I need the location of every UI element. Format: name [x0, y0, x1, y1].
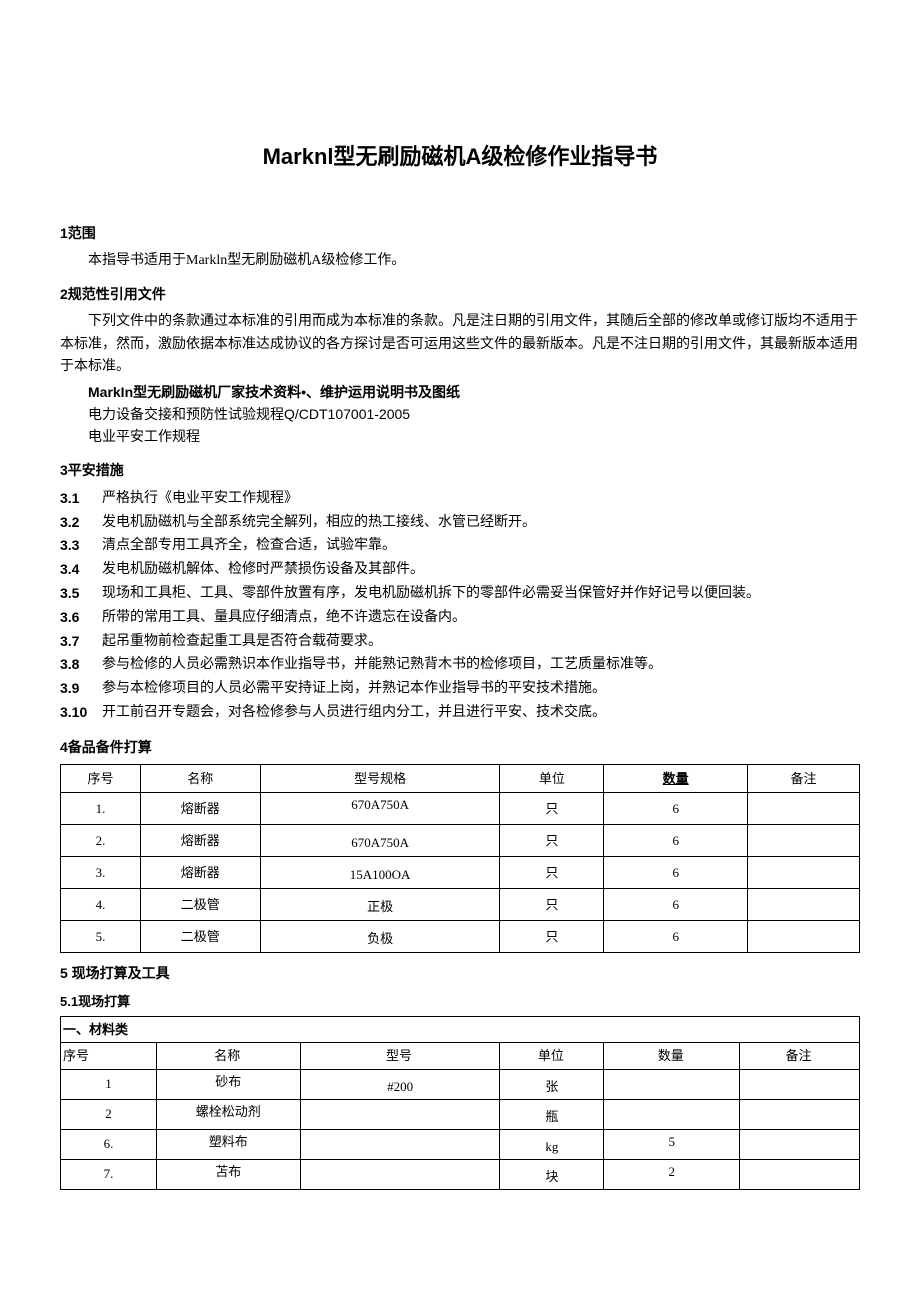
item-3-9: 3.9参与本检修项目的人员必需平安持证上岗，并熟记本作业指导书的平安技术措施。 [60, 677, 860, 701]
col-name: 名称 [156, 1043, 300, 1070]
table-row: 1 砂布 #200 张 [61, 1069, 860, 1099]
col-remark: 备注 [740, 1043, 860, 1070]
document-title: Marknl型无刷励磁机A级检修作业指导书 [60, 140, 860, 173]
category-label: 一、材料类 [61, 1016, 860, 1043]
col-qty: 数量 [604, 764, 748, 793]
item-3-3: 3.3清点全部专用工具齐全，检查合适，试验牢靠。 [60, 534, 860, 558]
item-3-10: 3.10开工前召开专题会，对各检修参与人员进行组内分工，并且进行平安、技术交底。 [60, 701, 860, 725]
table-row: 6. 塑料布 kg 5 [61, 1129, 860, 1159]
col-model: 型号规格 [260, 764, 500, 793]
materials-table: 一、材料类 序号 名称 型号 单位 数量 备注 1 砂布 #200 张 2 螺栓… [60, 1016, 860, 1190]
item-3-1: 3.1严格执行《电业平安工作规程》 [60, 487, 860, 511]
section-3-heading: 3平安措施 [60, 460, 860, 481]
table-row: 4. 二极管 正极 只 6 [61, 889, 860, 921]
section-1-body: 本指导书适用于Markln型无刷励磁机A级检修工作。 [60, 250, 860, 272]
category-row: 一、材料类 [61, 1016, 860, 1043]
item-3-7: 3.7起吊重物前检查起重工具是否符合载荷要求。 [60, 630, 860, 654]
table-row: 2 螺栓松动剂 瓶 [61, 1099, 860, 1129]
section-5-heading: 5 现场打算及工具 [60, 963, 860, 984]
item-3-2: 3.2发电机励磁机与全部系统完全解列，相应的热工接线、水管已经断开。 [60, 511, 860, 535]
col-index: 序号 [61, 764, 141, 793]
col-name: 名称 [140, 764, 260, 793]
ref-line-1: 电力设备交接和预防性试验规程Q/CDT107001-2005 [88, 403, 860, 425]
section-2-body: 下列文件中的条款通过本标准的引用而成为本标准的条款。凡是注日期的引用文件，其随后… [60, 311, 860, 378]
col-unit: 单位 [500, 1043, 604, 1070]
table-header-row: 序号 名称 型号 单位 数量 备注 [61, 1043, 860, 1070]
item-3-8: 3.8参与检修的人员必需熟识本作业指导书，并能熟记熟背木书的检修项目，工艺质量标… [60, 653, 860, 677]
table-header-row: 序号 名称 型号规格 单位 数量 备注 [61, 764, 860, 793]
item-3-4: 3.4发电机励磁机解体、检修时严禁损伤设备及其部件。 [60, 558, 860, 582]
item-3-6: 3.6所带的常用工具、量具应仔细清点，绝不许遗忘在设备内。 [60, 606, 860, 630]
table-row: 1. 熔断器 670A750A 只 6 [61, 793, 860, 825]
section-4-heading: 4备品备件打算 [60, 737, 860, 758]
col-unit: 单位 [500, 764, 604, 793]
section-2-heading: 2规范性引用文件 [60, 284, 860, 305]
table-row: 2. 熔断器 670A750A 只 6 [61, 825, 860, 857]
col-model: 型号 [300, 1043, 500, 1070]
table-row: 3. 熔断器 15A100OA 只 6 [61, 857, 860, 889]
spare-parts-table: 序号 名称 型号规格 单位 数量 备注 1. 熔断器 670A750A 只 6 … [60, 764, 860, 954]
ref-line-0: MarkIn型无刷励磁机厂家技术资料•、维护运用说明书及图纸 [88, 381, 860, 403]
col-qty: 数量 [604, 1043, 740, 1070]
ref-line-2: 电业平安工作规程 [88, 425, 860, 447]
col-remark: 备注 [748, 764, 860, 793]
table-row: 7. 苫布 块 2 [61, 1159, 860, 1189]
section-5-1-heading: 5.1现场打算 [60, 992, 860, 1012]
item-3-5: 3.5现场和工具柜、工具、零部件放置有序，发电机励磁机拆下的零部件必需妥当保管好… [60, 582, 860, 606]
section-1-heading: 1范围 [60, 223, 860, 244]
table-row: 5. 二极管 负极 只 6 [61, 921, 860, 953]
col-index: 序号 [61, 1043, 157, 1070]
